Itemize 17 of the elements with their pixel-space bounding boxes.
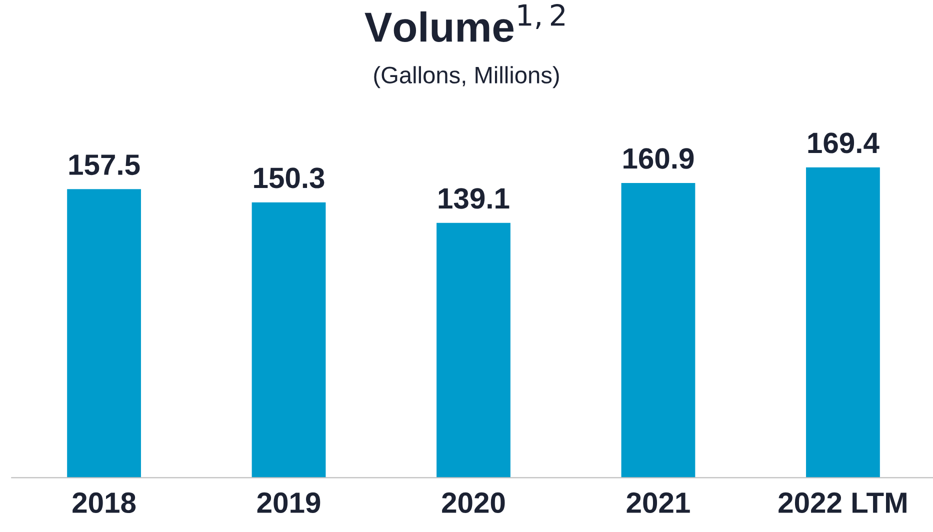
chart-title: Volume$^{1,2}$ xyxy=(364,4,564,42)
x-tick-label: 2019 xyxy=(257,492,320,514)
data-label: 169.4 xyxy=(808,132,880,154)
data-label: 139.1 xyxy=(438,188,510,209)
bar xyxy=(806,167,880,478)
data-label: 150.3 xyxy=(254,168,324,188)
x-tick-label: 2022 LTM xyxy=(778,492,906,514)
x-tick-label: 2021 xyxy=(626,492,690,514)
data-label: 160.9 xyxy=(624,148,694,169)
x-tick-label: 2018 xyxy=(72,492,136,514)
bar xyxy=(67,189,141,478)
bar xyxy=(436,222,510,478)
x-tick-label: 2020 xyxy=(442,492,505,514)
bar xyxy=(621,182,696,478)
data-label: 157.5 xyxy=(69,154,140,176)
chart-subtitle: (Gallons, Millions) xyxy=(374,66,559,88)
bar xyxy=(252,202,326,478)
